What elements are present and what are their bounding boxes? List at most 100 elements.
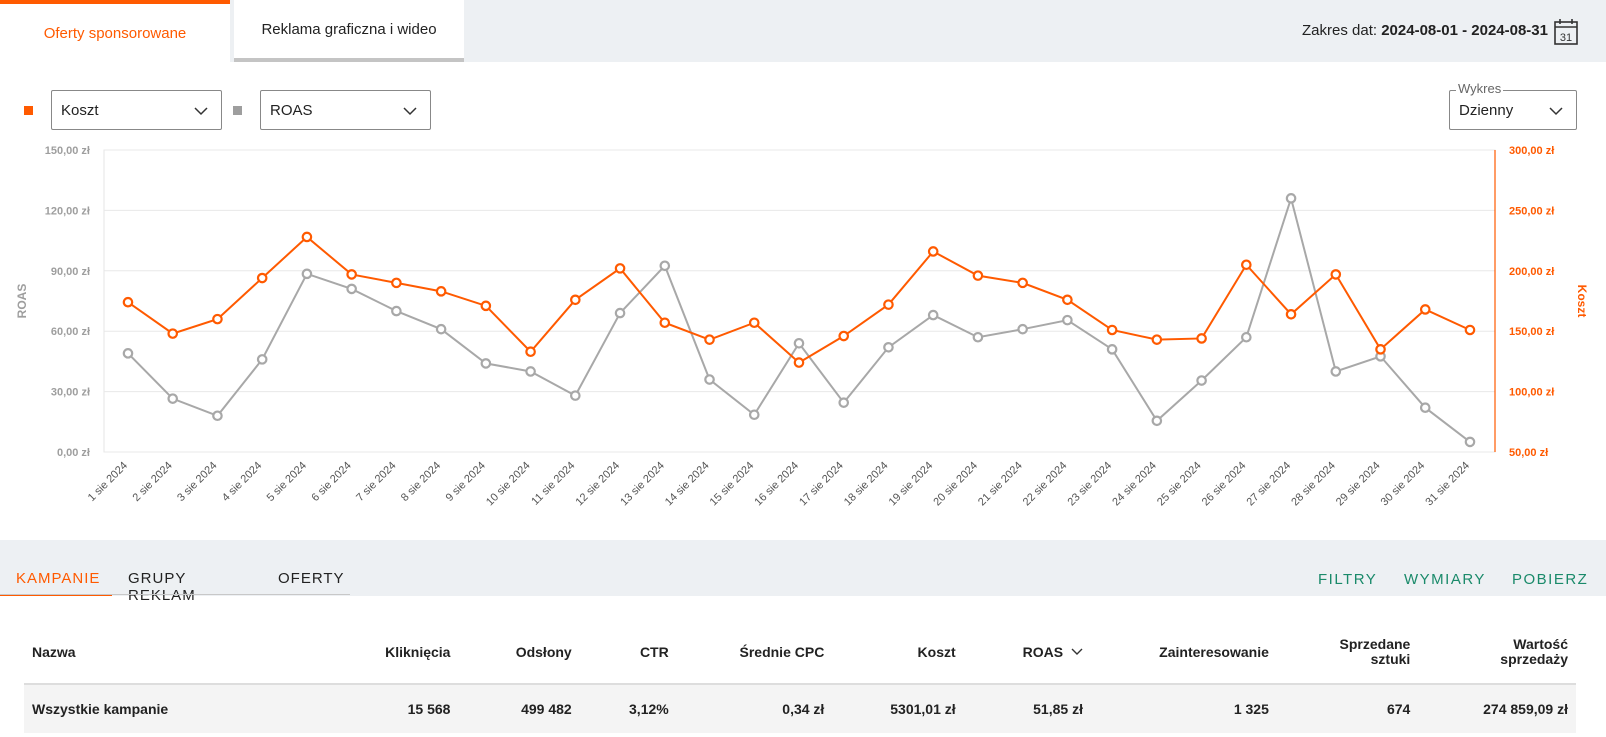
- x-tick-label: 8 sie 2024: [399, 460, 443, 504]
- x-tick-label: 22 sie 2024: [1021, 460, 1070, 509]
- left-tick-label: 60,00 zł: [51, 326, 90, 338]
- col-avg-cpc[interactable]: Średnie CPC: [676, 620, 833, 685]
- metric1-select[interactable]: Koszt: [51, 90, 222, 130]
- x-tick-label: 14 sie 2024: [663, 460, 712, 509]
- cell-cost: 5301,01 zł: [832, 684, 964, 733]
- chevron-down-icon: [403, 107, 417, 116]
- data-point-koszt: [1419, 304, 1431, 315]
- metric2-color-marker: [233, 106, 242, 115]
- x-tick-label: 3 sie 2024: [175, 460, 219, 504]
- data-point-koszt: [1017, 277, 1028, 289]
- left-tick-label: 30,00 zł: [51, 387, 90, 399]
- data-point-koszt: [1151, 334, 1163, 345]
- download-button[interactable]: POBIERZ: [1512, 571, 1589, 588]
- data-point-koszt: [122, 296, 134, 308]
- tabs-underline: [0, 594, 350, 595]
- left-axis-title: ROAS: [15, 284, 29, 319]
- data-point-koszt: [838, 330, 850, 342]
- x-tick-label: 23 sie 2024: [1066, 460, 1115, 509]
- top-tab-bar: Oferty sponsorowane Reklama graficzna i …: [0, 0, 1606, 62]
- chevron-down-icon: [1549, 107, 1563, 116]
- col-ctr[interactable]: CTR: [579, 620, 677, 685]
- data-point-roas: [883, 342, 894, 353]
- data-point-roas: [1419, 402, 1431, 414]
- col-sold-units[interactable]: Sprzedane sztuki: [1276, 620, 1419, 685]
- cell-sold-units: 674: [1276, 684, 1419, 733]
- data-point-roas: [167, 393, 179, 404]
- data-point-koszt: [883, 299, 894, 310]
- right-tick-label: 150,00 zł: [1509, 326, 1554, 338]
- tab-display-video[interactable]: Reklama graficzna i wideo: [234, 0, 464, 62]
- x-tick-label: 28 sie 2024: [1289, 460, 1338, 509]
- cell-avg-cpc: 0,34 zł: [676, 684, 833, 733]
- data-point-roas: [570, 390, 581, 401]
- tab-ad-groups[interactable]: GRUPY REKLAM: [128, 570, 196, 604]
- data-point-koszt: [346, 269, 357, 280]
- dimensions-button[interactable]: WYMIARY: [1404, 571, 1486, 588]
- data-point-koszt: [704, 334, 715, 345]
- col-roas[interactable]: ROAS: [963, 620, 1091, 685]
- table-row[interactable]: Wszystkie kampanie 15 568 499 482 3,12% …: [24, 684, 1576, 733]
- calendar-icon[interactable]: 31: [1554, 18, 1578, 45]
- data-point-roas: [480, 358, 492, 369]
- col-clicks[interactable]: Kliknięcia: [327, 620, 459, 685]
- right-tick-label: 250,00 zł: [1509, 205, 1554, 217]
- x-tick-label: 27 sie 2024: [1244, 460, 1293, 509]
- cell-ctr: 3,12%: [579, 684, 677, 733]
- data-point-roas: [838, 397, 850, 408]
- right-tick-label: 300,00 zł: [1509, 145, 1554, 157]
- filters-button[interactable]: FILTRY: [1318, 571, 1378, 588]
- x-tick-label: 10 sie 2024: [484, 460, 533, 509]
- x-tick-label: 15 sie 2024: [708, 460, 757, 509]
- data-point-koszt: [1285, 308, 1297, 320]
- line-chart: 0,00 zł 50,00 zł 30,00 zł 100,00 zł 60,00 zł…: [15, 145, 1589, 509]
- col-roas-label: ROAS: [1022, 643, 1064, 660]
- data-point-koszt: [972, 270, 984, 281]
- col-sales-value-label: Wartość sprzedaży: [1500, 635, 1568, 667]
- col-name[interactable]: Nazwa: [24, 620, 328, 685]
- chart-mode-legend: Wykres: [1456, 81, 1504, 96]
- x-tick-label: 30 sie 2024: [1379, 460, 1428, 509]
- data-point-koszt: [391, 277, 402, 289]
- data-point-roas: [972, 331, 984, 343]
- col-sales-value[interactable]: Wartość sprzedaży: [1418, 620, 1576, 685]
- table-header-row: Nazwa Kliknięcia Odsłony CTR Średnie CPC…: [24, 620, 1576, 685]
- chart-panel: Koszt ROAS Dzienny Wykres 0,00 zł 50,00 z…: [0, 62, 1606, 540]
- col-interest[interactable]: Zainteresowanie: [1090, 620, 1277, 685]
- left-tick-label: 120,00 zł: [45, 205, 90, 217]
- x-tick-label: 13 sie 2024: [618, 460, 667, 509]
- tab-sponsored-offers[interactable]: Oferty sponsorowane: [0, 0, 230, 62]
- col-sold-units-label: Sprzedane sztuki: [1339, 635, 1411, 667]
- x-tick-label: 21 sie 2024: [976, 460, 1025, 509]
- tab-offers[interactable]: OFERTY: [278, 570, 345, 587]
- metric1-color-marker: [24, 106, 33, 115]
- data-point-koszt: [435, 286, 447, 297]
- calendar-day: 31: [1560, 32, 1572, 44]
- sort-chevron-icon: [1071, 648, 1083, 655]
- x-tick-label: 19 sie 2024: [887, 460, 936, 509]
- data-point-koszt: [167, 328, 179, 339]
- data-point-roas: [301, 268, 313, 280]
- data-point-koszt: [614, 263, 626, 274]
- data-point-roas: [1151, 415, 1163, 427]
- data-point-roas: [927, 309, 939, 321]
- data-point-roas: [212, 410, 223, 422]
- metric2-select[interactable]: ROAS: [260, 90, 431, 130]
- data-point-roas: [1062, 314, 1073, 326]
- data-point-koszt: [570, 294, 581, 306]
- cell-clicks: 15 568: [327, 684, 459, 733]
- data-point-koszt: [256, 272, 268, 284]
- x-tick-label: 31 sie 2024: [1423, 460, 1472, 509]
- data-point-koszt: [927, 246, 939, 257]
- data-point-koszt: [1241, 259, 1252, 271]
- data-point-roas: [1017, 323, 1028, 335]
- tab-campaigns[interactable]: KAMPANIE: [0, 560, 112, 596]
- col-impressions[interactable]: Odsłony: [458, 620, 580, 685]
- data-point-koszt: [1196, 333, 1207, 344]
- data-point-roas: [659, 260, 671, 272]
- x-tick-label: 9 sie 2024: [444, 460, 488, 504]
- chart-mode-select[interactable]: Dzienny: [1449, 90, 1577, 130]
- col-cost[interactable]: Koszt: [832, 620, 964, 685]
- cell-roas: 51,85 zł: [963, 684, 1091, 733]
- left-tick-label: 0,00 zł: [57, 447, 90, 459]
